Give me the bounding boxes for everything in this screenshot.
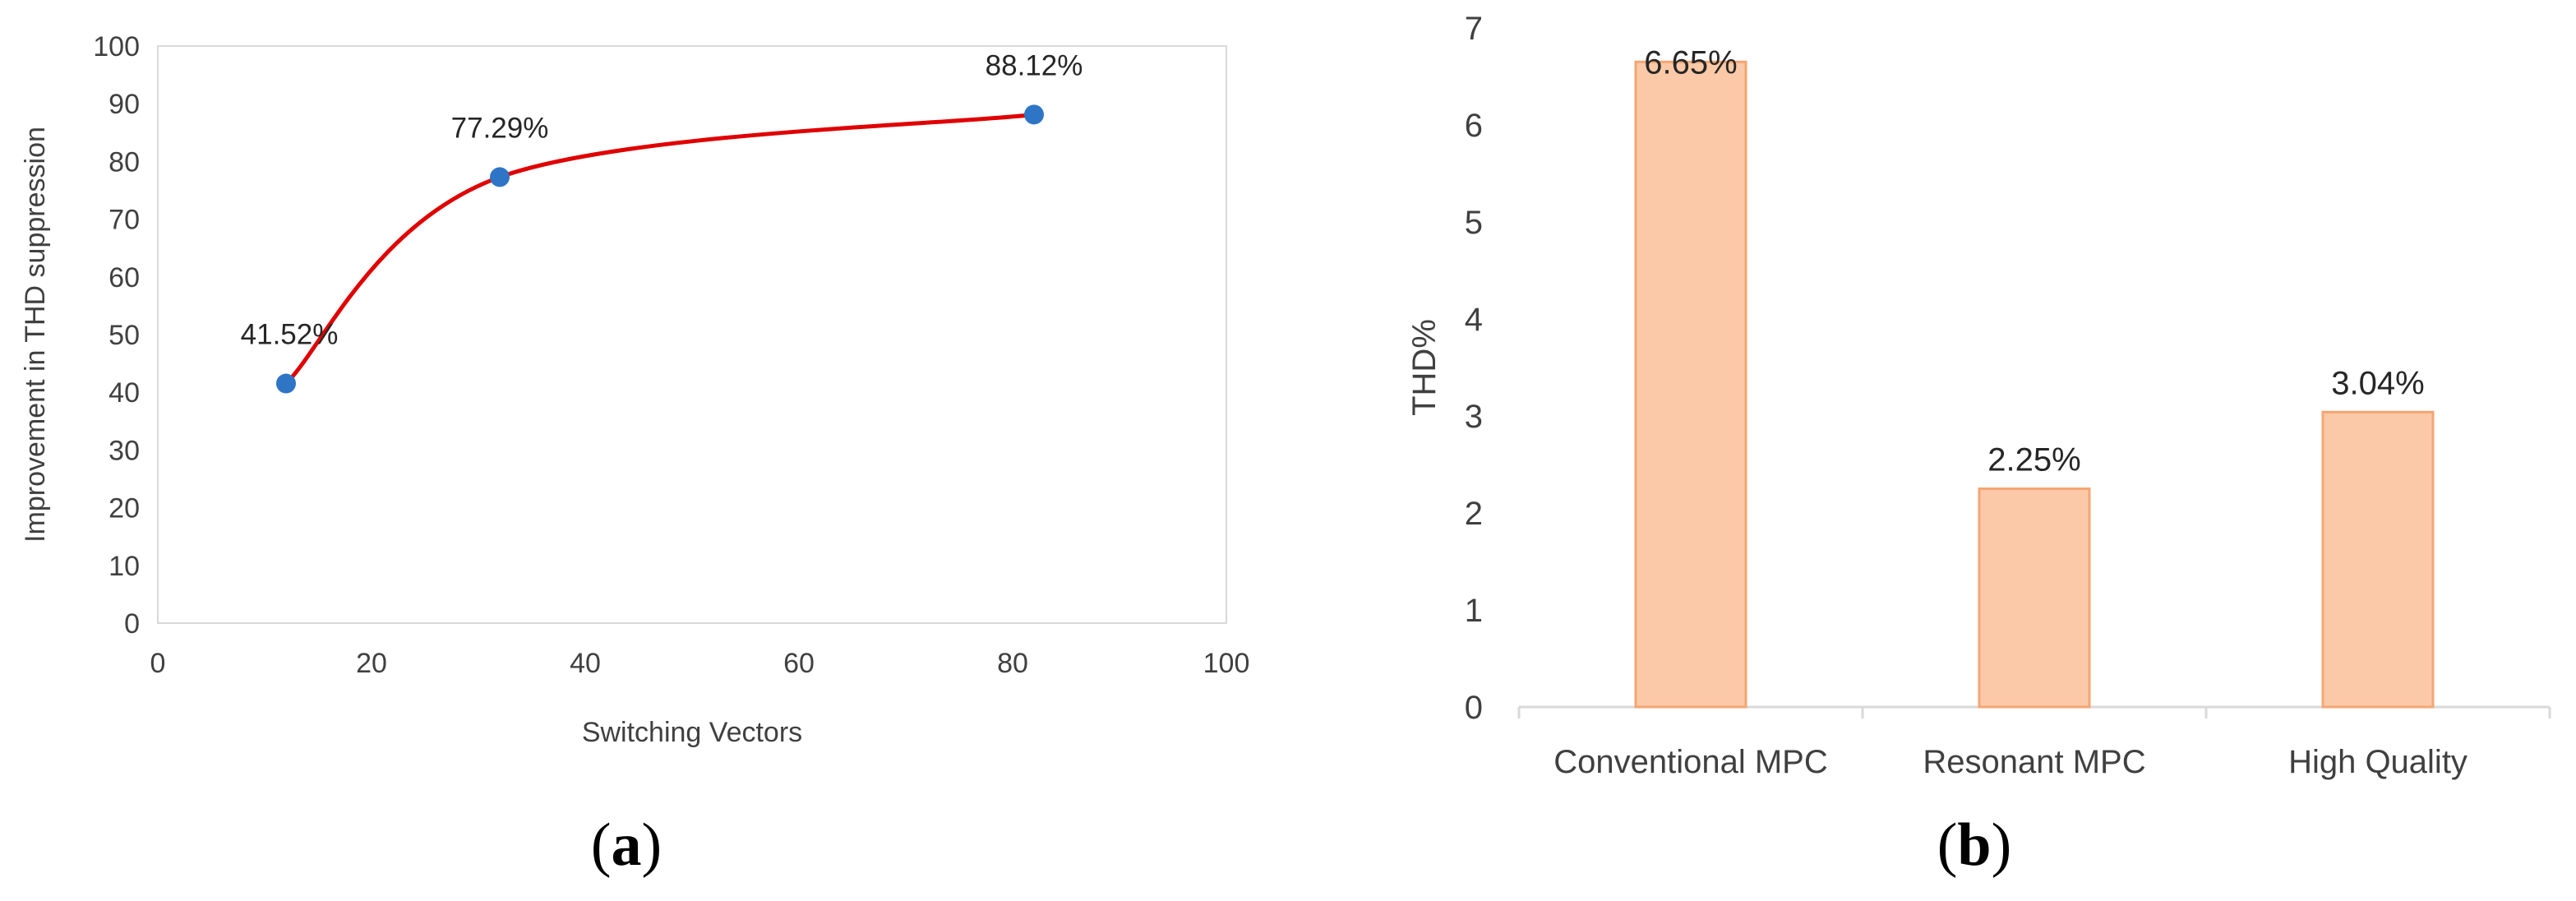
chart-a-y-tick-label: 50 xyxy=(108,320,140,351)
chart-a-series-line xyxy=(284,112,1035,386)
chart-a-y-tick-label: 100 xyxy=(93,31,140,62)
chart-b-y-tick-label: 1 xyxy=(1465,593,1483,629)
chart-a-y-tick-label: 40 xyxy=(108,377,140,409)
chart-a-data-point xyxy=(1024,104,1044,125)
chart-b-caption: (b) xyxy=(1937,811,2011,879)
chart-a-x-tick-label: 60 xyxy=(783,648,815,679)
chart-b-bar xyxy=(2321,410,2435,709)
chart-a-data-label: 77.29% xyxy=(451,112,549,144)
chart-b-category-label: Conventional MPC xyxy=(1553,744,1828,780)
chart-a-x-tick-label: 0 xyxy=(150,648,166,679)
chart-a-caption-letter: a xyxy=(612,811,642,879)
chart-b-y-tick-label: 3 xyxy=(1465,399,1483,435)
chart-a-y-tick-label: 20 xyxy=(108,493,140,524)
chart-b-y-tick-label: 6 xyxy=(1465,108,1483,144)
chart-a-x-tick-label: 80 xyxy=(997,648,1028,679)
chart-a-data-point xyxy=(276,373,296,394)
chart-b-y-tick-label: 7 xyxy=(1465,11,1483,47)
chart-a-y-tick-label: 0 xyxy=(124,608,140,640)
chart-a-y-axis-label: Improvement in THD suppression xyxy=(20,127,51,543)
chart-b-category-label: High Quality xyxy=(2288,744,2468,780)
chart-b-bar xyxy=(1634,60,1747,709)
chart-b-y-tick-label: 2 xyxy=(1465,496,1483,532)
chart-b-bar xyxy=(1978,487,2091,709)
chart-a-x-tick-label: 100 xyxy=(1203,648,1250,679)
chart-b-data-label: 2.25% xyxy=(1987,442,2080,478)
chart-b-y-axis-label: THD% xyxy=(1406,319,1443,416)
chart-a-y-tick-label: 90 xyxy=(108,89,140,120)
chart-a-caption: (a) xyxy=(591,811,662,879)
chart-b-y-tick-label: 4 xyxy=(1465,302,1483,338)
chart-a-data-label: 88.12% xyxy=(986,49,1083,81)
chart-a-x-tick-label: 40 xyxy=(570,648,601,679)
chart-a-plot-area xyxy=(157,45,1227,624)
chart-a-y-tick-label: 70 xyxy=(108,205,140,236)
chart-a-y-tick-label: 30 xyxy=(108,435,140,466)
chart-b-y-tick-label: 5 xyxy=(1465,205,1483,241)
chart-a-y-tick-label: 10 xyxy=(108,551,140,582)
chart-a-x-tick-label: 20 xyxy=(356,648,387,679)
chart-b-data-label: 3.04% xyxy=(2331,365,2424,401)
chart-a-y-tick-label: 60 xyxy=(108,262,140,293)
chart-a-y-tick-label: 80 xyxy=(108,146,140,178)
chart-b-caption-letter: b xyxy=(1957,811,1991,879)
chart-a-x-axis-label: Switching Vectors xyxy=(582,717,802,748)
chart-a-data-point xyxy=(490,167,510,187)
chart-b-data-label: 6.65% xyxy=(1644,44,1737,81)
chart-b-y-tick-label: 0 xyxy=(1465,690,1483,726)
chart-a: Improvement in THD suppression Switching… xyxy=(20,31,1249,879)
chart-a-data-label: 41.52% xyxy=(241,319,339,351)
chart-b: THD% (b) 0 1 2 3 4 5 6 7 6.65% Conventional MPC 2.… xyxy=(1406,11,2551,879)
chart-b-category-label: Resonant MPC xyxy=(1923,744,2145,780)
